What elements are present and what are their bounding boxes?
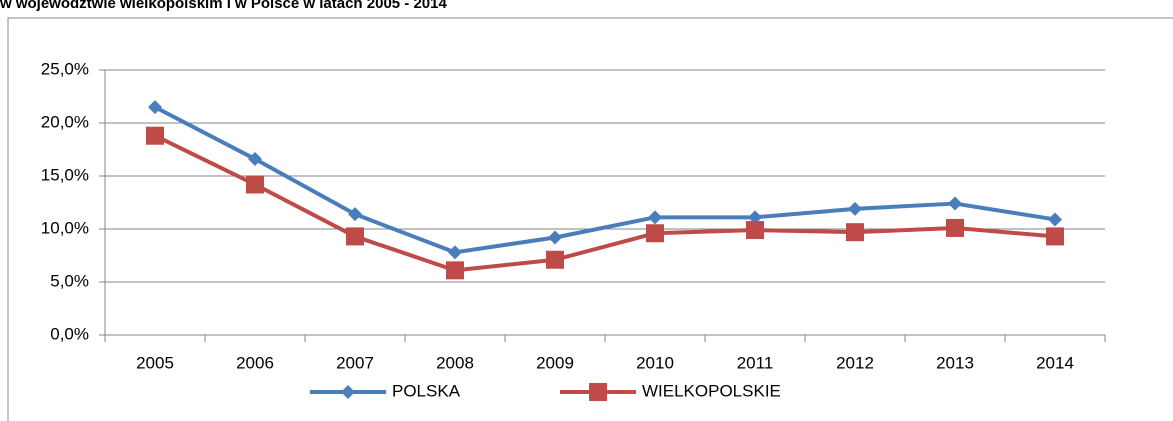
data-point — [348, 207, 362, 222]
x-tick-label: 2011 — [737, 353, 774, 372]
data-point — [148, 100, 162, 115]
legend-marker — [341, 385, 355, 399]
data-point — [648, 210, 662, 225]
x-tick-label: 2013 — [936, 353, 974, 372]
x-tick-label: 2012 — [836, 353, 874, 372]
data-point — [1046, 227, 1064, 246]
data-point — [948, 196, 962, 211]
data-point — [646, 224, 664, 243]
legend-marker — [589, 383, 607, 401]
data-point — [248, 152, 262, 167]
y-tick-label: 10,0% — [41, 218, 89, 237]
data-point — [946, 218, 964, 237]
x-tick-label: 2005 — [136, 353, 174, 372]
legend-label: WIELKOPOLSKIE — [642, 381, 781, 400]
y-tick-label: 0,0% — [50, 324, 89, 343]
data-point — [548, 230, 562, 245]
x-tick-label: 2009 — [536, 353, 574, 372]
y-tick-label: 25,0% — [41, 59, 89, 78]
data-point — [346, 227, 364, 246]
y-tick-label: 20,0% — [41, 112, 89, 131]
legend-label: POLSKA — [392, 381, 461, 400]
x-tick-label: 2007 — [336, 353, 374, 372]
data-point — [546, 250, 564, 269]
y-tick-label: 5,0% — [50, 271, 89, 290]
x-tick-label: 2008 — [436, 353, 474, 372]
data-point — [146, 126, 164, 145]
chart-border — [7, 17, 1173, 421]
data-point — [1048, 212, 1062, 227]
x-tick-label: 2014 — [1036, 353, 1074, 372]
x-tick-label: 2006 — [236, 353, 274, 372]
x-tick-label: 2010 — [636, 353, 674, 372]
data-point — [848, 201, 862, 216]
chart-title: w województwie wielkopolskim i w Polsce … — [0, 0, 447, 12]
series-line — [154, 133, 1056, 273]
data-point — [246, 175, 264, 194]
data-point — [746, 221, 764, 240]
series-line — [154, 105, 1056, 255]
data-point — [446, 261, 464, 280]
data-point — [748, 210, 762, 225]
data-point — [846, 223, 864, 242]
y-tick-label: 15,0% — [41, 165, 89, 184]
data-point — [448, 245, 462, 260]
